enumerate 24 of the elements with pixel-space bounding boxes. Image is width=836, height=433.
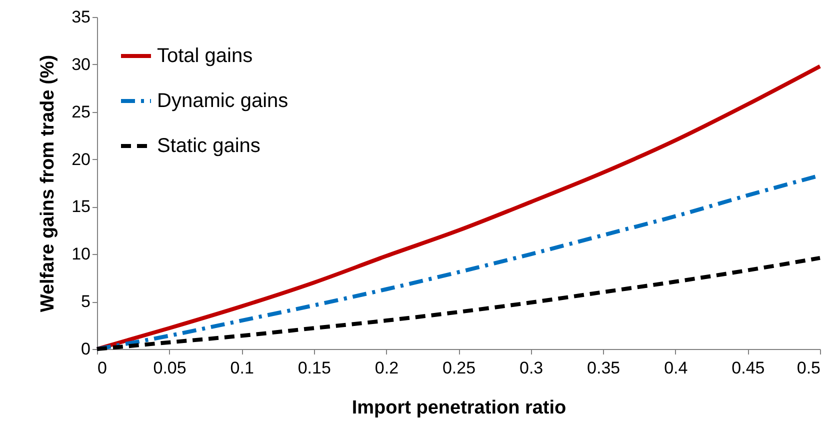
x-tick-label: 0.2 bbox=[374, 358, 399, 378]
x-tick-label: 0.4 bbox=[664, 358, 688, 378]
x-tick-label: 0.25 bbox=[442, 358, 476, 378]
y-tick-label: 20 bbox=[72, 150, 90, 169]
y-tick-label: 5 bbox=[81, 292, 90, 312]
x-tick-label: 0.05 bbox=[153, 358, 186, 378]
x-tick-label: 0 bbox=[98, 358, 107, 378]
x-tick-label: 0.3 bbox=[519, 358, 544, 378]
y-tick-label: 0 bbox=[81, 340, 90, 358]
x-tick-label: 0.5 bbox=[796, 358, 820, 378]
y-tick-label: 35 bbox=[72, 8, 90, 26]
x-tick-label: 0.35 bbox=[587, 358, 620, 378]
legend-label: Dynamic gains bbox=[157, 90, 288, 112]
legend-label: Total gains bbox=[157, 45, 253, 67]
x-axis-title: Import penetration ratio bbox=[352, 398, 566, 418]
y-tick-label: 15 bbox=[72, 197, 90, 216]
legend-label: Static gains bbox=[157, 135, 260, 157]
y-tick-label: 30 bbox=[72, 54, 90, 74]
y-tick-label: 25 bbox=[72, 102, 90, 122]
x-tick-label: 0.1 bbox=[230, 358, 254, 378]
y-axis-title: Welfare gains from trade (%) bbox=[38, 54, 59, 312]
x-tick-label: 0.15 bbox=[298, 358, 331, 378]
x-tick-label: 0.45 bbox=[732, 358, 765, 378]
y-tick-label: 10 bbox=[72, 244, 90, 264]
